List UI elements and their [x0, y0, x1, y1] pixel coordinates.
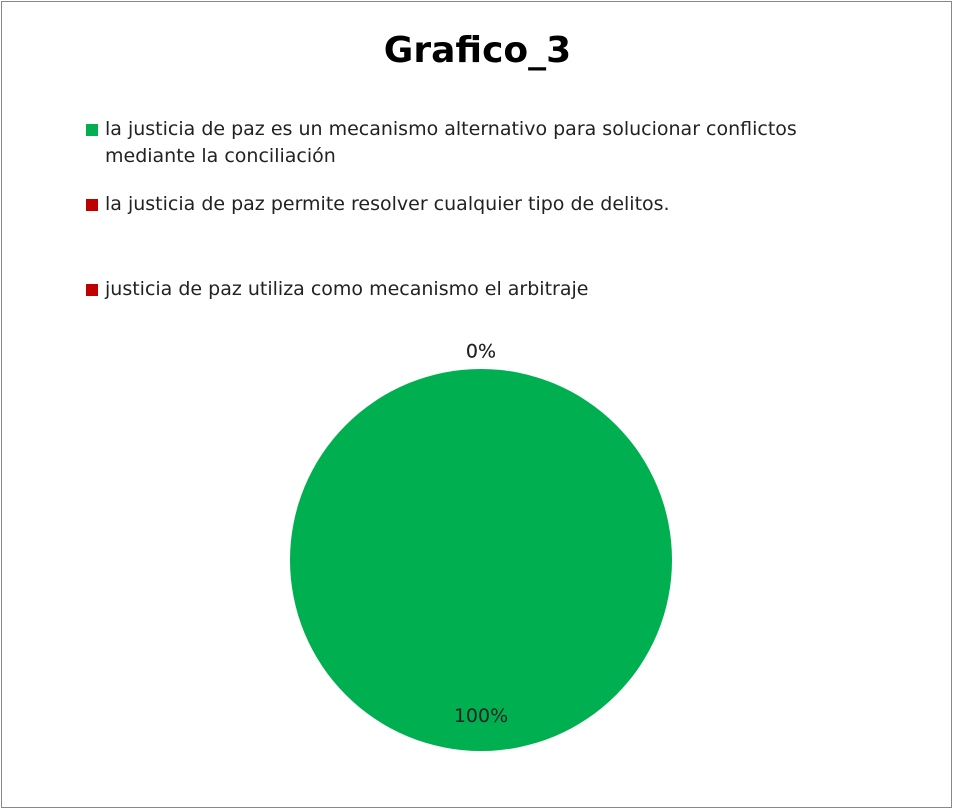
- legend-item: la justicia de paz permite resolver cual…: [86, 191, 886, 218]
- data-label: 0%: [466, 340, 496, 362]
- legend-label: la justicia de paz es un mecanismo alter…: [105, 118, 797, 167]
- data-label: 0%: [466, 340, 496, 362]
- legend-swatch: [86, 199, 98, 211]
- legend-item: la justicia de paz es un mecanismo alter…: [86, 116, 886, 170]
- legend-swatch: [86, 284, 98, 296]
- legend-label: justicia de paz utiliza como mecanismo e…: [105, 278, 589, 300]
- legend-label: la justicia de paz permite resolver cual…: [105, 193, 670, 215]
- data-label: 100%: [454, 705, 508, 727]
- pie-slice: [290, 369, 672, 751]
- legend-swatch: [86, 124, 98, 136]
- legend-item: justicia de paz utiliza como mecanismo e…: [86, 276, 886, 303]
- chart-title: Grafico_3: [383, 30, 572, 71]
